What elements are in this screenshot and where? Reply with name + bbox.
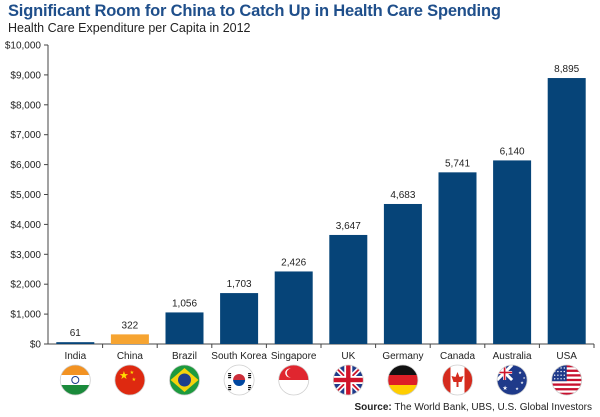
y-tick-label: $0	[30, 340, 42, 351]
brazil-flag-icon	[169, 365, 200, 395]
bar	[329, 234, 368, 344]
bar	[383, 203, 422, 344]
bar-value-label: 8,895	[554, 64, 579, 75]
x-tick-label: USA	[556, 351, 577, 362]
svg-text:★: ★	[520, 380, 524, 385]
x-tick-label: Germany	[382, 351, 423, 362]
bar	[56, 342, 95, 344]
x-tick-label: Brazil	[172, 351, 197, 362]
x-tick-label: South Korea	[211, 351, 267, 362]
y-tick-label: $2,000	[10, 280, 41, 291]
flag-border	[114, 364, 146, 396]
source-note: Source: The World Bank, UBS, U.S. Global…	[354, 402, 592, 413]
south-korea-flag-icon	[224, 365, 255, 395]
bar	[220, 293, 259, 344]
flag-border	[59, 364, 91, 396]
flag-border	[332, 364, 364, 396]
y-tick-label: $6,000	[10, 160, 41, 171]
x-tick-label: UK	[341, 351, 355, 362]
source-label: Source:	[354, 402, 392, 413]
y-tick-label: $4,000	[10, 220, 41, 231]
canada-flag-icon	[442, 365, 473, 395]
flag-border	[496, 364, 528, 396]
bar-value-label: 2,426	[281, 257, 306, 268]
flag-border	[278, 364, 310, 396]
y-tick-label: $10,000	[5, 41, 42, 52]
flag-border	[442, 364, 473, 396]
flag-border	[169, 364, 200, 396]
bar	[110, 334, 149, 344]
bar-value-label: 3,647	[336, 221, 361, 232]
y-tick-label: $3,000	[10, 250, 41, 261]
x-tick-label: Australia	[493, 351, 532, 362]
x-tick-label: China	[117, 351, 144, 362]
singapore-flag-icon	[278, 365, 309, 395]
x-tick-label: India	[64, 351, 86, 362]
bar-value-label: 4,683	[390, 190, 415, 201]
bar	[493, 160, 532, 344]
y-tick-label: $1,000	[10, 310, 41, 321]
svg-text:★: ★	[515, 386, 519, 391]
flag-border	[223, 364, 255, 396]
chart-title: Significant Room for China to Catch Up i…	[8, 2, 501, 20]
bar	[547, 78, 586, 345]
x-tick-label: Canada	[440, 351, 475, 362]
svg-text:★: ★	[502, 385, 507, 392]
bar-value-label: 6,140	[500, 146, 525, 157]
flag-border	[551, 364, 583, 396]
y-tick-label: $7,000	[10, 130, 41, 141]
bar-value-label: 322	[122, 320, 139, 331]
y-tick-label: $5,000	[10, 190, 41, 201]
bar-value-label: 61	[70, 328, 82, 339]
china-flag-icon: ★ ★★	[114, 365, 145, 395]
bar-value-label: 1,056	[172, 298, 197, 309]
bar-value-label: 1,703	[227, 279, 252, 290]
australia-flag-icon: ★★★★★	[497, 365, 528, 395]
source-text: The World Bank, UBS, U.S. Global Investo…	[394, 402, 592, 413]
svg-text:★: ★	[518, 370, 522, 375]
svg-text:★: ★	[130, 370, 135, 376]
uk-flag-icon	[333, 365, 364, 395]
usa-flag-icon	[551, 365, 582, 395]
india-flag-icon	[60, 365, 91, 395]
svg-text:★: ★	[132, 377, 137, 383]
svg-text:★: ★	[119, 370, 129, 382]
x-tick-label: Singapore	[271, 351, 317, 362]
bar	[165, 312, 204, 344]
bar	[438, 172, 477, 344]
flag-border	[387, 364, 419, 396]
bar-value-label: 5,741	[445, 158, 470, 169]
bar	[274, 271, 313, 344]
chart-subtitle: Health Care Expenditure per Capita in 20…	[8, 21, 251, 35]
germany-flag-icon	[387, 365, 418, 395]
svg-text:★: ★	[523, 376, 526, 380]
y-tick-label: $9,000	[10, 70, 41, 81]
y-tick-label: $8,000	[10, 100, 41, 111]
